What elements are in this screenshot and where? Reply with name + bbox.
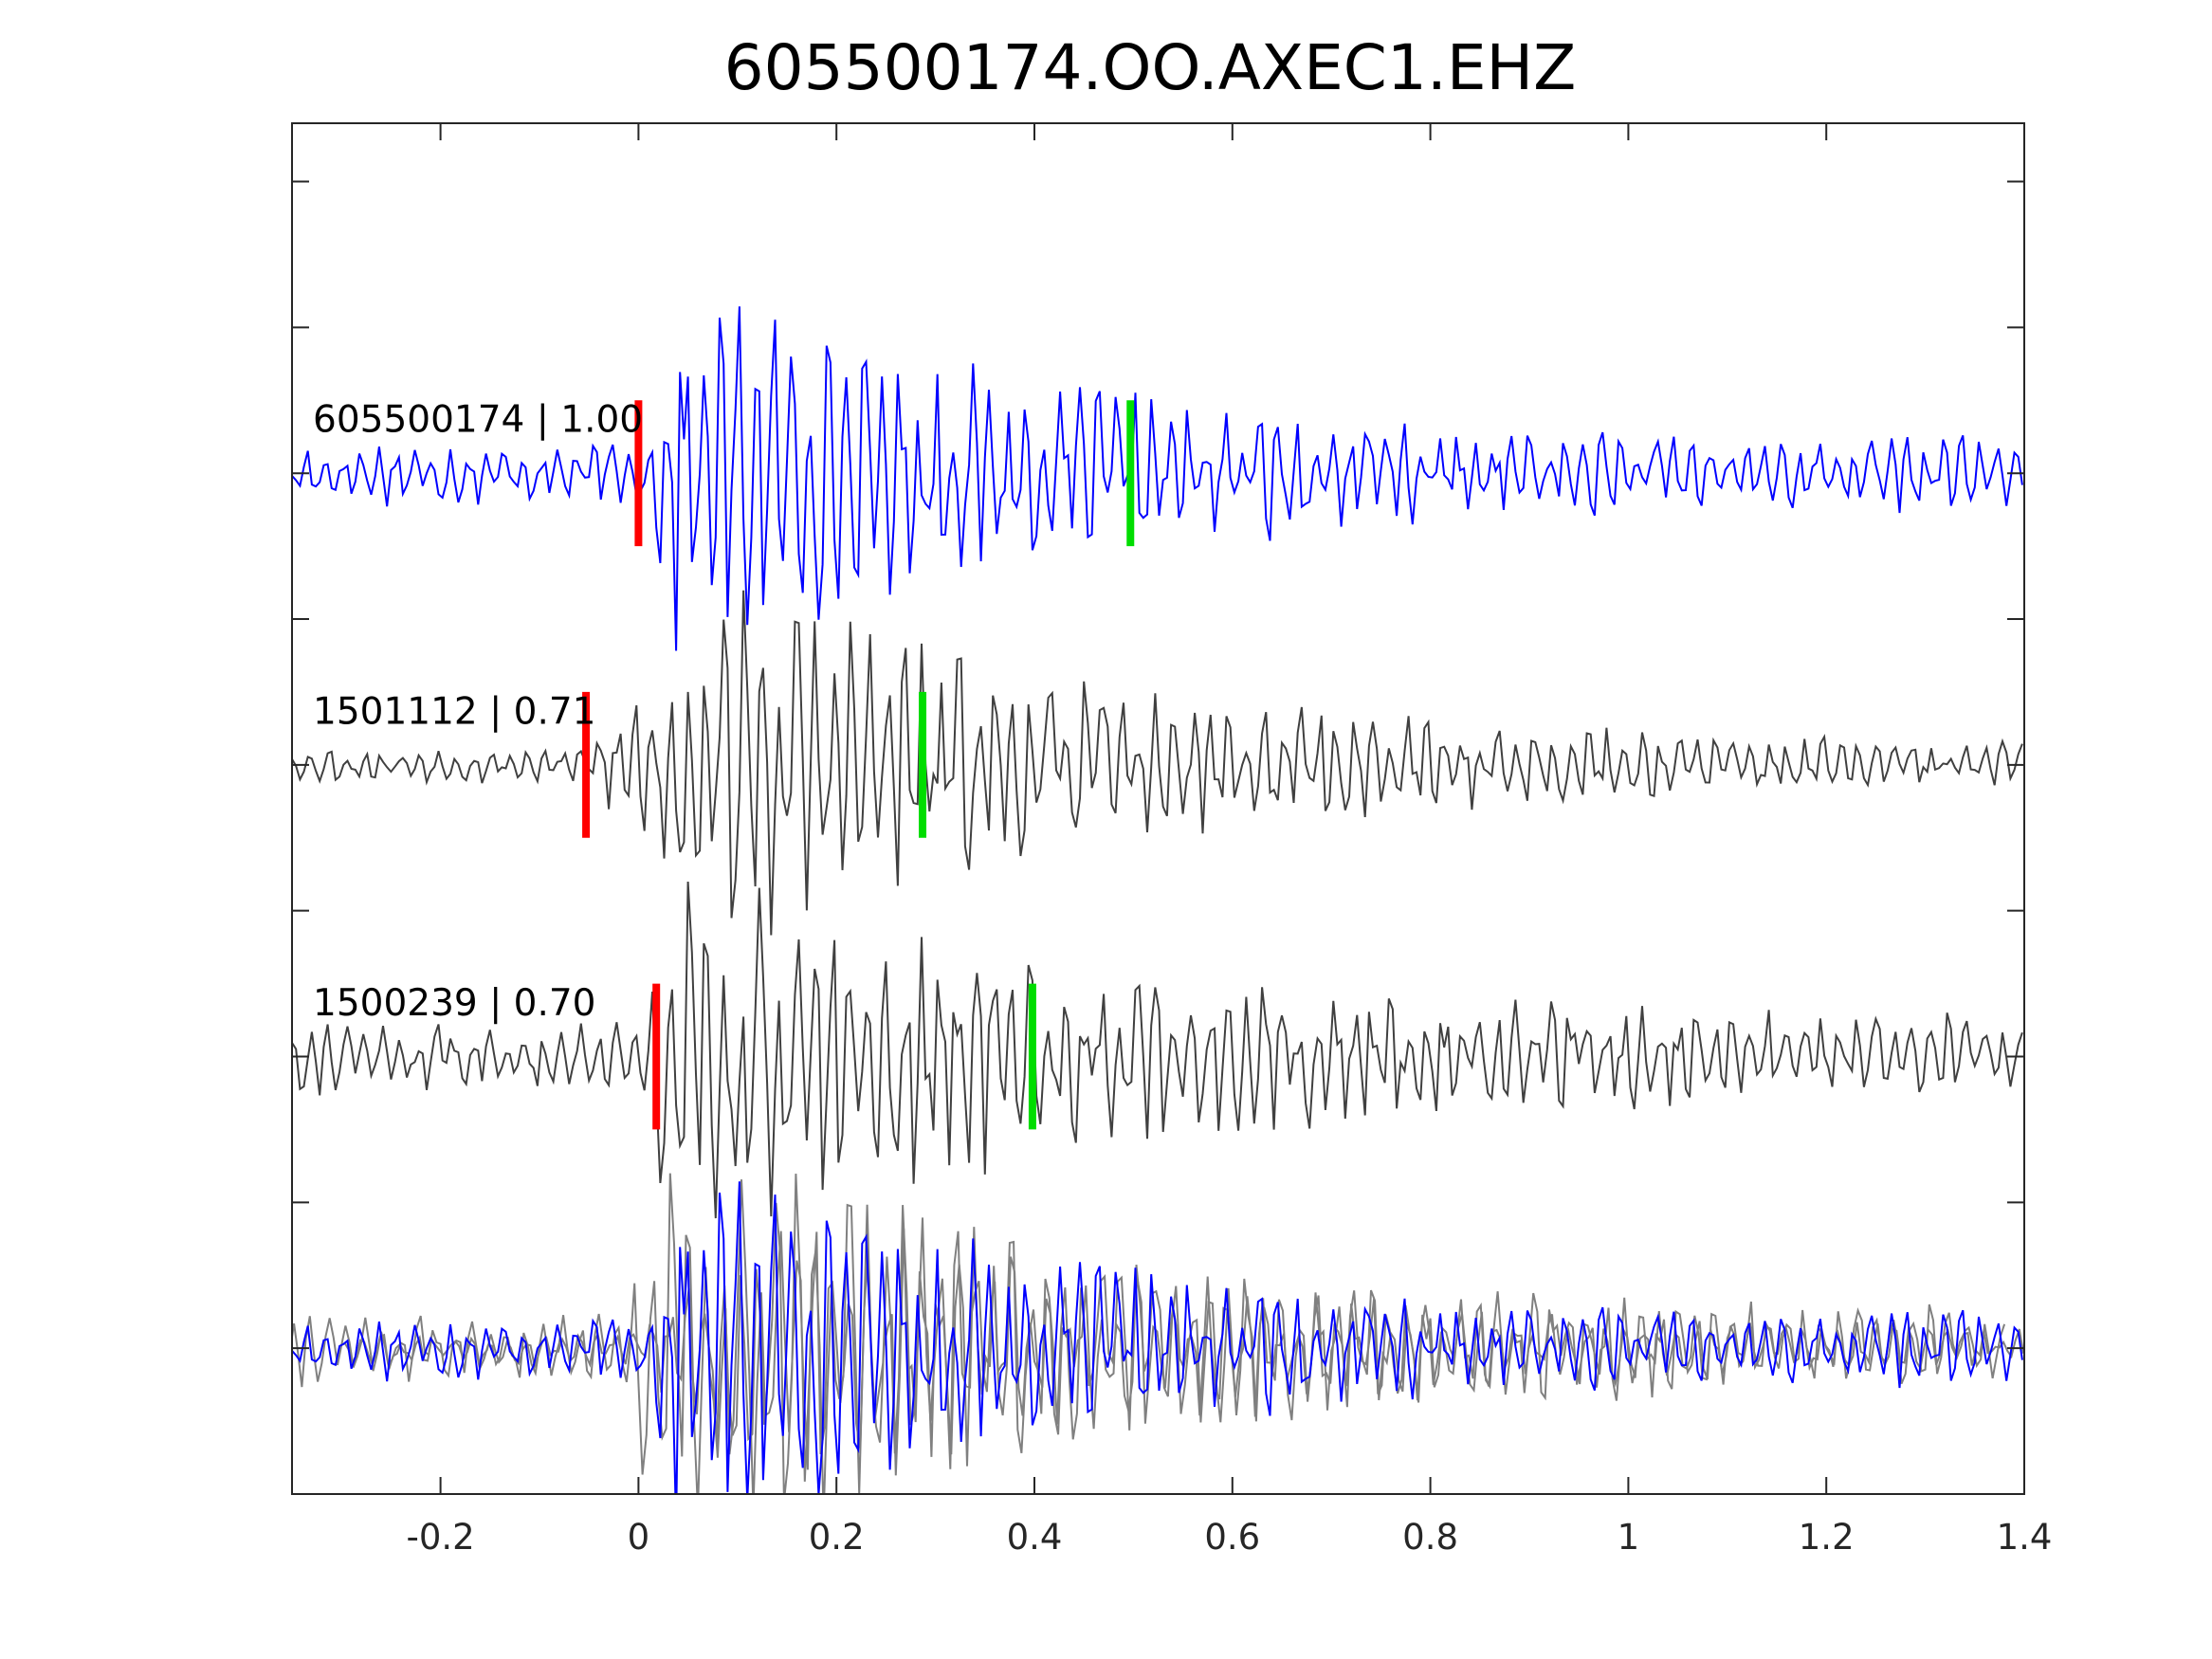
x-tick-label: 0.8 (1402, 1517, 1458, 1558)
plot-frame (291, 122, 2025, 1495)
trace-1 (291, 306, 2023, 651)
trace-label-3: 1500239 | 0.70 (313, 982, 595, 1025)
x-tick-label: 1.4 (1997, 1517, 2053, 1558)
overlay-trace-1 (292, 1181, 2023, 1494)
x-tick-label: 1.2 (1799, 1517, 1855, 1558)
x-tick-label: -0.2 (406, 1517, 474, 1558)
chart-title: 605500174.OO.AXEC1.EHZ (724, 31, 1577, 104)
overlay-trace-3 (292, 1173, 2006, 1494)
x-tick-label: 0.2 (809, 1517, 865, 1558)
overlay-trace-2 (343, 1174, 2024, 1494)
x-tick-label: 0 (628, 1517, 650, 1558)
trace-label-1: 605500174 | 1.00 (313, 399, 643, 442)
x-tick-label: 0.6 (1204, 1517, 1260, 1558)
x-tick-label: 1 (1618, 1517, 1640, 1558)
x-tick-label: 0.4 (1007, 1517, 1063, 1558)
trace-3 (291, 881, 2023, 1219)
trace-2 (291, 590, 2023, 936)
trace-label-2: 1501112 | 0.71 (313, 690, 595, 733)
